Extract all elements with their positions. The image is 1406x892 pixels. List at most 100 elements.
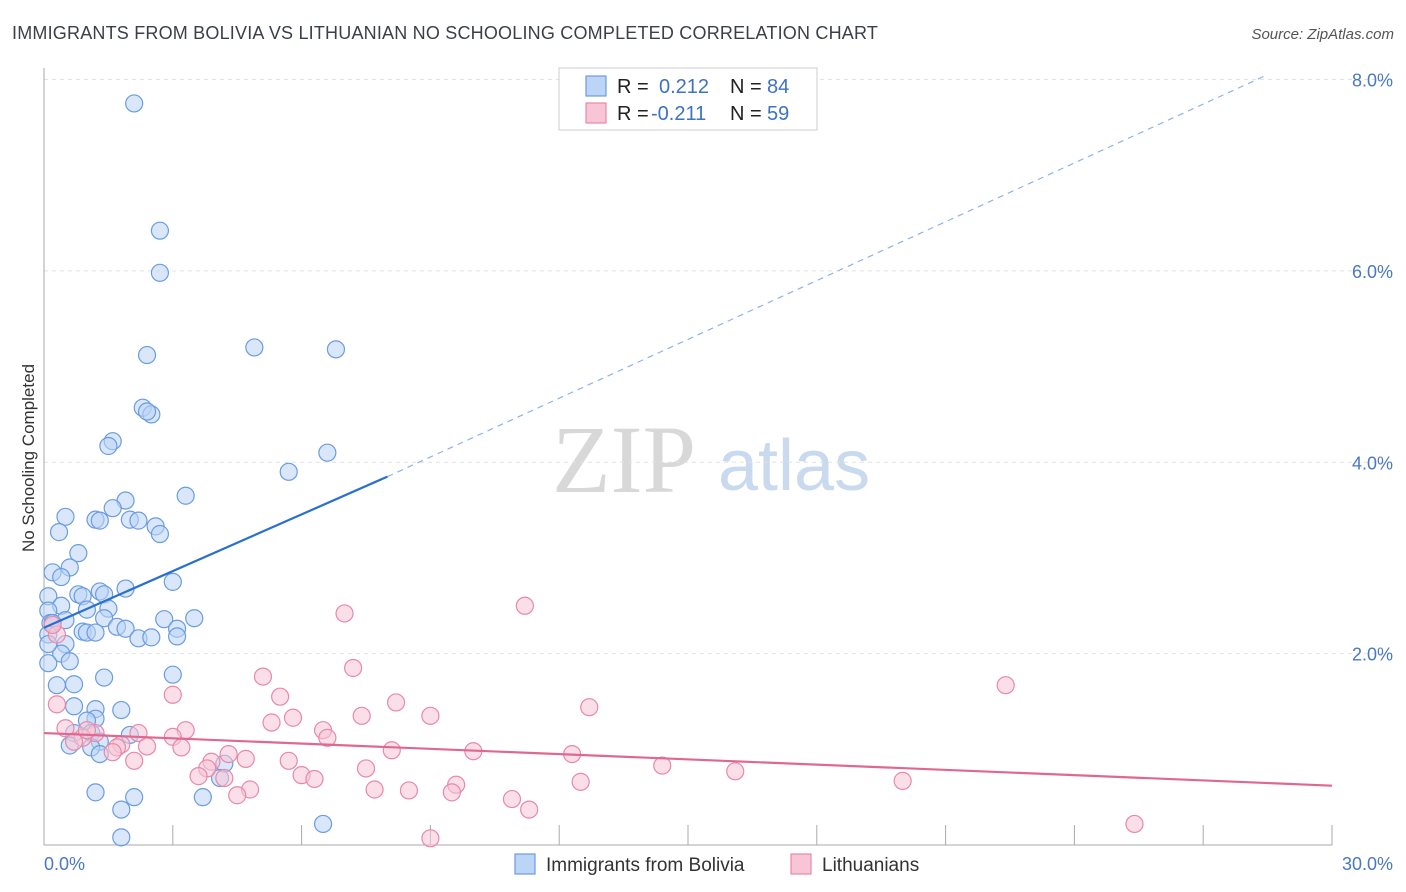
point-lithuanians xyxy=(421,829,440,848)
watermark-atlas: atlas xyxy=(718,426,870,506)
point-bolivia xyxy=(64,675,84,694)
trend-line-bolivia xyxy=(43,475,388,629)
point-lithuanians xyxy=(215,768,234,788)
point-lithuanians xyxy=(318,728,337,747)
point-bolivia xyxy=(279,462,298,481)
point-lithuanians xyxy=(228,786,247,805)
point-lithuanians xyxy=(64,732,84,751)
point-bolivia xyxy=(163,572,182,591)
point-lithuanians xyxy=(653,756,672,775)
legend-r-label-1: R = xyxy=(617,76,649,98)
point-bolivia xyxy=(95,609,114,628)
trend-lines xyxy=(43,74,1333,787)
series-lithuanians-points xyxy=(43,596,1144,848)
point-bolivia xyxy=(86,783,105,802)
point-lithuanians xyxy=(253,667,273,686)
watermark-zip: ZIP xyxy=(552,406,696,513)
point-lithuanians xyxy=(352,706,371,725)
point-bolivia xyxy=(86,623,105,642)
x-tick-label-left: 0.0% xyxy=(44,854,85,874)
point-lithuanians xyxy=(137,737,157,756)
chart-title: IMMIGRANTS FROM BOLIVIA VS LITHUANIAN NO… xyxy=(12,23,878,43)
legend-n-label-1: N = xyxy=(730,76,762,98)
point-lithuanians xyxy=(571,772,590,791)
legend-r-label-2: R = xyxy=(617,103,649,125)
legend-n-label-2: N = xyxy=(730,103,762,125)
point-lithuanians xyxy=(125,751,144,770)
point-lithuanians xyxy=(56,719,75,738)
bottom-legend-swatch-lithuanians xyxy=(790,853,812,875)
point-lithuanians xyxy=(262,713,281,732)
y-tick-label: 8.0% xyxy=(1352,71,1393,91)
bottom-legend-label-bolivia: Immigrants from Bolivia xyxy=(546,855,745,876)
point-lithuanians xyxy=(47,695,66,714)
point-lithuanians xyxy=(1125,814,1144,834)
point-lithuanians xyxy=(219,744,238,764)
point-lithuanians xyxy=(365,780,384,799)
point-lithuanians xyxy=(382,741,401,760)
point-bolivia xyxy=(129,511,148,530)
point-lithuanians xyxy=(386,693,406,712)
point-bolivia xyxy=(95,668,114,687)
correlation-legend: R = 0.212 N = 84 R = -0.211 N = 59 xyxy=(558,67,818,131)
chart-source: Source: ZipAtlas.com xyxy=(1251,26,1394,43)
point-bolivia xyxy=(125,94,144,113)
point-bolivia xyxy=(167,627,187,646)
point-bolivia xyxy=(112,800,131,819)
bottom-legend-swatch-bolivia xyxy=(514,853,536,875)
point-lithuanians xyxy=(189,767,208,786)
series-legend: Immigrants from Bolivia Lithuanians xyxy=(514,853,919,876)
point-lithuanians xyxy=(279,751,298,770)
point-bolivia xyxy=(142,628,161,647)
legend-swatch-lithuanians xyxy=(585,102,607,124)
point-bolivia xyxy=(39,654,58,673)
legend-swatch-bolivia xyxy=(585,75,607,97)
point-lithuanians xyxy=(502,789,522,809)
point-bolivia xyxy=(60,652,79,671)
legend-r-value-1: 0.212 xyxy=(659,76,709,98)
point-bolivia xyxy=(326,340,346,359)
point-lithuanians xyxy=(580,698,599,717)
trend-line-lithuanians xyxy=(43,731,1333,787)
point-bolivia xyxy=(150,221,170,240)
point-lithuanians xyxy=(271,687,290,706)
point-bolivia xyxy=(112,700,131,720)
point-bolivia xyxy=(176,486,195,505)
point-bolivia xyxy=(69,544,88,563)
point-bolivia xyxy=(56,507,75,526)
point-lithuanians xyxy=(399,781,419,800)
point-bolivia xyxy=(318,443,337,462)
point-lithuanians xyxy=(726,762,745,781)
point-lithuanians xyxy=(103,743,122,762)
point-lithuanians xyxy=(356,759,376,778)
point-bolivia xyxy=(112,828,131,847)
point-lithuanians xyxy=(305,769,324,789)
point-lithuanians xyxy=(283,708,303,727)
x-minor-ticks xyxy=(172,825,1333,845)
point-lithuanians xyxy=(520,800,539,819)
legend-n-value-1: 84 xyxy=(767,76,789,98)
bottom-legend-label-lithuanians: Lithuanians xyxy=(822,855,919,876)
point-bolivia xyxy=(150,524,170,544)
point-bolivia xyxy=(245,338,264,357)
trend-line-bolivia-extension xyxy=(387,74,1268,478)
y-axis-label: No Schooling Completed xyxy=(19,364,38,552)
point-lithuanians xyxy=(172,738,191,757)
legend-r-value-2: -0.211 xyxy=(651,103,706,125)
point-bolivia xyxy=(125,788,144,807)
point-bolivia xyxy=(90,511,109,530)
point-bolivia xyxy=(185,609,204,628)
point-lithuanians xyxy=(163,685,182,704)
point-bolivia xyxy=(137,345,157,365)
point-bolivia xyxy=(52,567,71,587)
point-bolivia xyxy=(137,402,157,421)
point-bolivia xyxy=(313,814,333,834)
y-tick-label: 2.0% xyxy=(1352,645,1393,665)
x-tick-label-right: 30.0% xyxy=(1342,854,1393,874)
point-lithuanians xyxy=(996,676,1015,695)
y-tick-label: 6.0% xyxy=(1352,262,1393,282)
y-tick-label: 4.0% xyxy=(1352,453,1393,473)
point-lithuanians xyxy=(421,706,440,725)
point-lithuanians xyxy=(442,783,461,802)
